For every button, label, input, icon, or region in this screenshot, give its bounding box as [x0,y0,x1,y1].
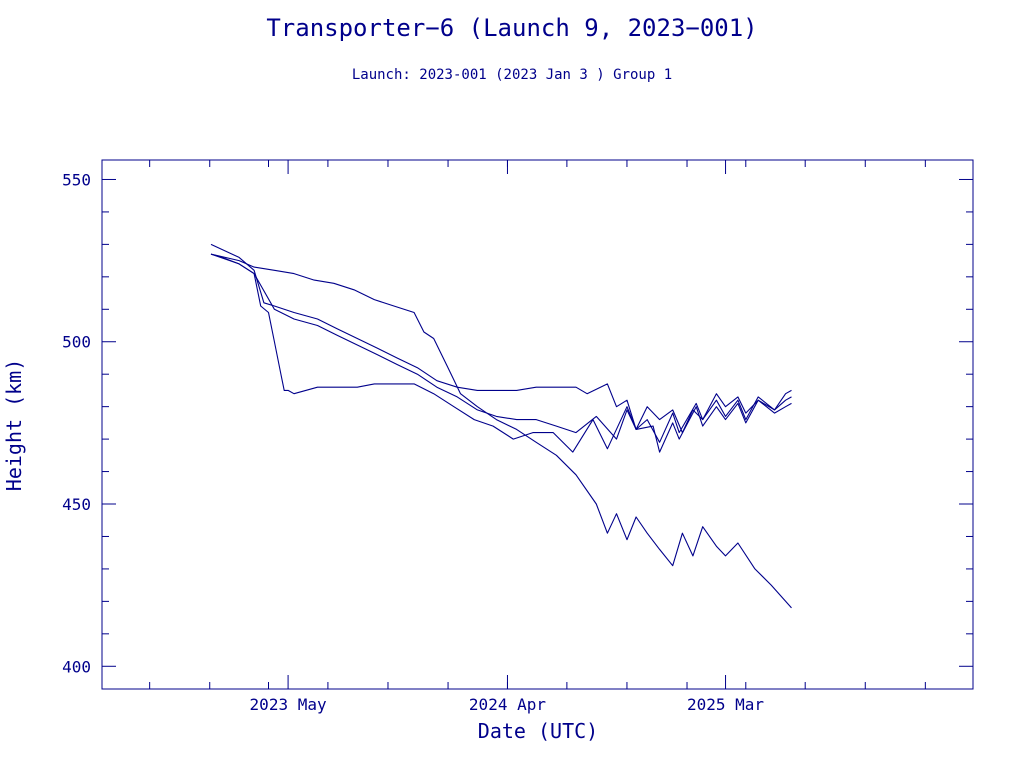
x-tick-label: 2023 May [250,695,327,714]
x-axis-label: Date (UTC) [478,719,598,743]
y-tick-label: 400 [62,657,91,676]
x-tick-label: 2025 Mar [687,695,764,714]
chart-subtitle: Launch: 2023-001 (2023 Jan 3 ) Group 1 [351,67,673,83]
chart-title: Transporter−6 (Launch 9, 2023−001) [266,14,758,42]
y-tick-label: 500 [62,333,91,352]
x-tick-label: 2024 Apr [469,695,546,714]
series-line-2 [210,253,792,443]
y-axis-label: Height (km) [2,359,26,491]
tick-marks [102,160,973,689]
series-line-3 [210,243,792,434]
series-group [210,243,792,609]
y-tick-label: 550 [62,170,91,189]
series-line-4 [210,253,792,609]
tick-labels: 400 450 500 550 2023 May 2024 Apr 2025 Mar [62,170,764,714]
series-line-1 [210,253,792,453]
plot-frame [101,159,974,690]
y-tick-label: 450 [62,495,91,514]
